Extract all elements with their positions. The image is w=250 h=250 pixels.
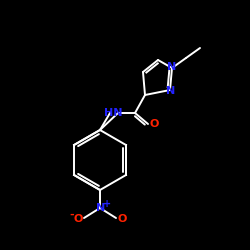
Text: N: N: [168, 62, 176, 72]
Text: O: O: [117, 214, 127, 224]
Text: N: N: [166, 86, 175, 96]
Text: -: -: [70, 210, 74, 220]
Text: O: O: [149, 119, 159, 129]
Text: +: +: [103, 199, 111, 209]
Text: N: N: [96, 203, 106, 213]
Text: O: O: [73, 214, 83, 224]
Text: HN: HN: [104, 108, 122, 118]
